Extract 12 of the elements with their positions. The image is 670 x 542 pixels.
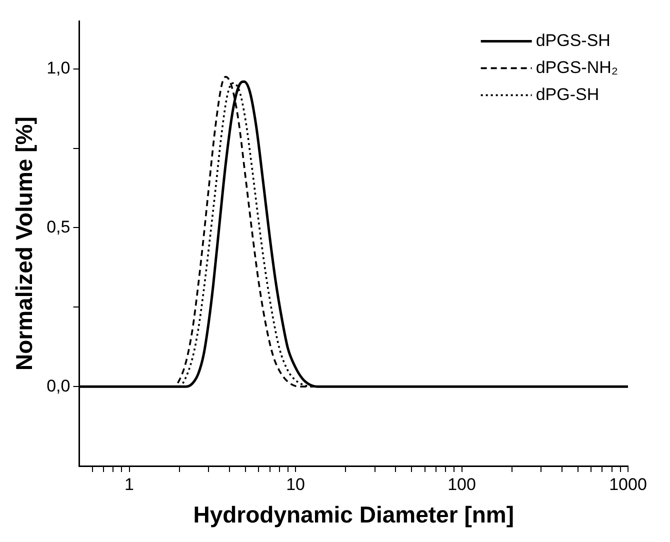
x-tick-label: 10 (286, 474, 305, 494)
x-tick-label: 1000 (609, 474, 647, 494)
legend-label: dPGS-NH₂ (536, 58, 618, 77)
x-axis-title: Hydrodynamic Diameter [nm] (193, 502, 514, 528)
legend-label: dPGS-SH (536, 30, 610, 50)
y-tick-label: 0,0 (46, 376, 70, 396)
y-axis-title: Normalized Volume [%] (11, 116, 38, 371)
y-tick-label: 1,0 (46, 58, 70, 78)
y-tick-label: 0,5 (46, 217, 70, 236)
x-tick-label: 1 (124, 474, 134, 494)
legend-label: dPG-SH (536, 84, 600, 104)
x-tick-label: 100 (448, 474, 476, 494)
